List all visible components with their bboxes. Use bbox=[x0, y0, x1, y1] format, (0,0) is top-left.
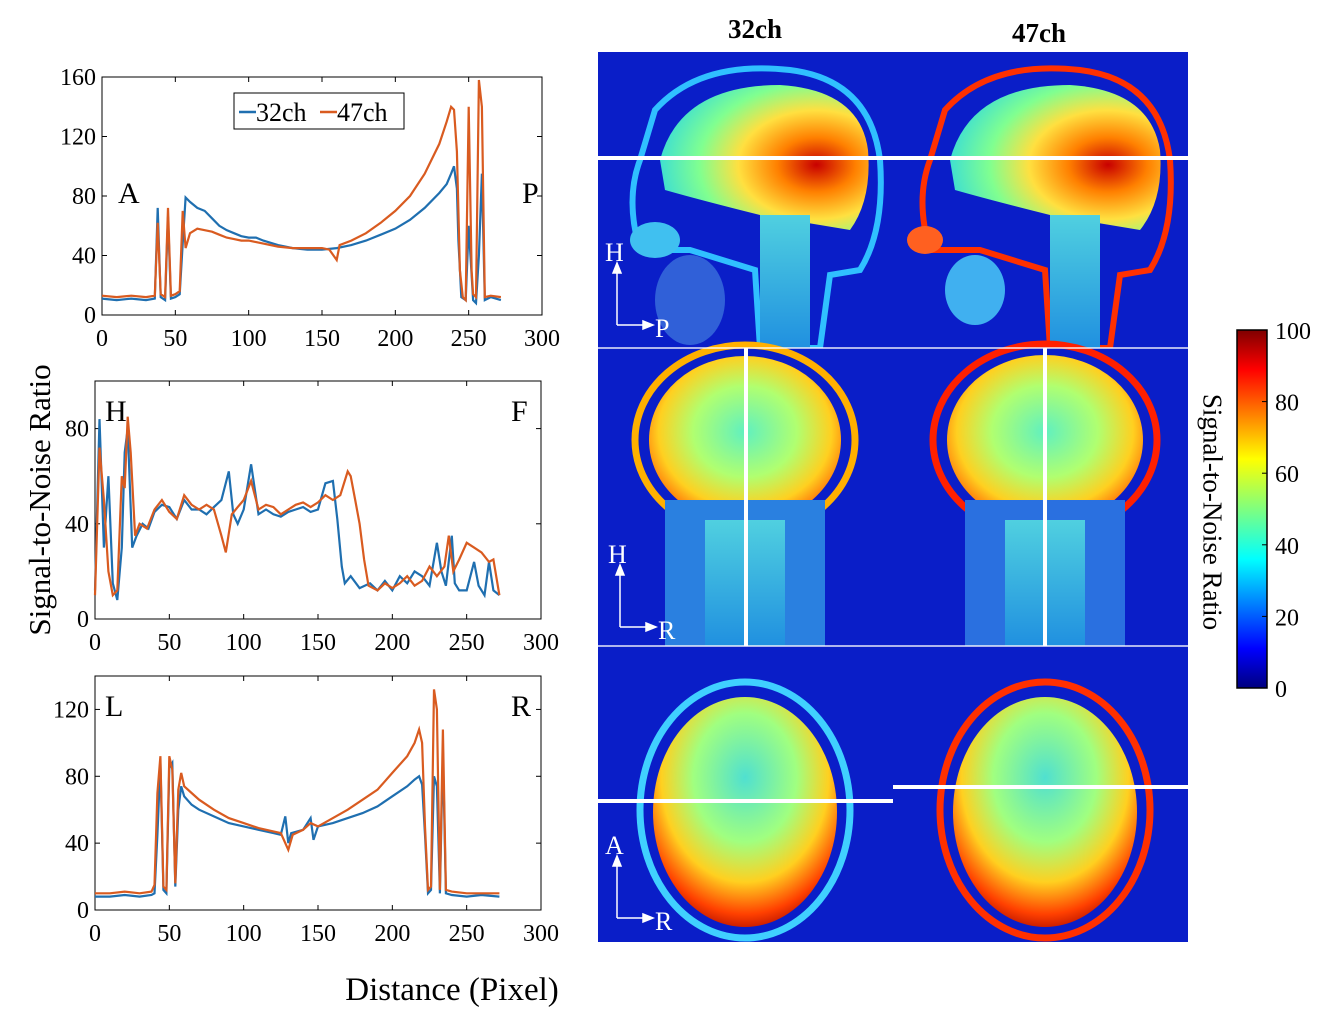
direction-label-left: A bbox=[118, 177, 140, 210]
x-tick-label: 50 bbox=[157, 921, 181, 947]
orientation-label-horizontal: R bbox=[658, 616, 676, 645]
x-tick-label: 50 bbox=[163, 326, 187, 352]
x-tick-label: 250 bbox=[449, 921, 485, 947]
x-tick-label: 300 bbox=[523, 921, 559, 947]
x-tick-label: 200 bbox=[374, 921, 410, 947]
colorbar-tick-label: 0 bbox=[1275, 677, 1287, 703]
y-tick-label: 120 bbox=[53, 697, 89, 723]
orientation-arrows-sagittal: HP bbox=[605, 238, 669, 343]
panel-separators bbox=[598, 347, 1188, 647]
x-tick-label: 50 bbox=[157, 630, 181, 656]
profile-plot-3: 0 50 100 150 200 250 300 0 40 80 120 L R bbox=[53, 675, 559, 947]
orientation-label-vertical: H bbox=[605, 238, 624, 267]
y-tick-label: 0 bbox=[84, 303, 96, 329]
axial-47ch-image bbox=[890, 646, 1188, 942]
x-tick-label: 100 bbox=[226, 630, 262, 656]
y-tick-label: 80 bbox=[65, 764, 89, 790]
colorbar-tick-label: 40 bbox=[1275, 534, 1299, 560]
legend: 32ch 47ch bbox=[233, 92, 405, 130]
x-tick-label: 150 bbox=[304, 326, 340, 352]
direction-label-left: L bbox=[105, 690, 123, 723]
sagittal-47ch-image bbox=[890, 52, 1188, 351]
legend-entry-47ch: 47ch bbox=[337, 98, 388, 127]
colorbar: 0 20 40 60 80 100 bbox=[1236, 319, 1311, 703]
x-tick-label: 0 bbox=[89, 630, 101, 656]
orientation-label-horizontal: P bbox=[655, 314, 669, 343]
column-title-32ch: 32ch bbox=[728, 14, 782, 44]
orientation-arrows-coronal: HR bbox=[608, 540, 676, 645]
shared-x-axis-label: Distance (Pixel) bbox=[345, 972, 559, 1008]
y-tick-label: 80 bbox=[65, 417, 89, 443]
column-title-47ch: 47ch bbox=[1012, 18, 1066, 48]
x-tick-label: 150 bbox=[300, 921, 336, 947]
colorbar-tick-label: 20 bbox=[1275, 605, 1299, 631]
direction-label-left: H bbox=[105, 395, 127, 428]
x-tick-label: 0 bbox=[96, 326, 108, 352]
x-tick-label: 100 bbox=[231, 326, 267, 352]
profile-guide-lines bbox=[598, 156, 1188, 803]
direction-label-right: R bbox=[511, 690, 531, 723]
profile-plot-2: 0 50 100 150 200 250 300 0 40 80 H F bbox=[65, 380, 559, 656]
series-line-47ch bbox=[101, 79, 502, 303]
plot-frame bbox=[94, 380, 542, 620]
direction-label-right: P bbox=[522, 177, 539, 210]
direction-label-right: F bbox=[511, 395, 528, 428]
orientation-arrows-axial: AR bbox=[605, 831, 673, 936]
y-tick-label: 40 bbox=[65, 831, 89, 857]
axial-32ch-image bbox=[598, 646, 890, 942]
orientation-label-vertical: A bbox=[605, 831, 624, 860]
x-tick-label: 250 bbox=[451, 326, 487, 352]
x-tick-label: 100 bbox=[226, 921, 262, 947]
x-tick-label: 250 bbox=[449, 630, 485, 656]
colorbar-tick-label: 60 bbox=[1275, 462, 1299, 488]
orientation-label-vertical: H bbox=[608, 540, 627, 569]
x-tick-label: 200 bbox=[377, 326, 413, 352]
x-tick-label: 0 bbox=[89, 921, 101, 947]
x-tick-label: 300 bbox=[524, 326, 560, 352]
y-tick-label: 120 bbox=[60, 125, 96, 151]
x-tick-label: 300 bbox=[523, 630, 559, 656]
y-tick-label: 80 bbox=[72, 184, 96, 210]
y-tick-label: 0 bbox=[77, 898, 89, 924]
coronal-32ch-image bbox=[598, 341, 890, 646]
series-line-47ch bbox=[95, 689, 500, 895]
orientation-label-horizontal: R bbox=[655, 907, 673, 936]
legend-entry-32ch: 32ch bbox=[256, 98, 307, 127]
colorbar-tick-label: 100 bbox=[1275, 319, 1311, 345]
y-tick-label: 0 bbox=[77, 607, 89, 633]
x-tick-label: 200 bbox=[374, 630, 410, 656]
y-tick-label: 40 bbox=[65, 512, 89, 538]
shared-y-axis-label: Signal-to-Noise Ratio bbox=[22, 364, 57, 635]
colorbar-tick-label: 80 bbox=[1275, 391, 1299, 417]
y-tick-label: 40 bbox=[72, 244, 96, 270]
y-tick-label: 160 bbox=[60, 65, 96, 91]
colorbar-label: Signal-to-Noise Ratio bbox=[1197, 393, 1228, 631]
x-tick-label: 150 bbox=[300, 630, 336, 656]
series-line-47ch bbox=[93, 416, 501, 598]
